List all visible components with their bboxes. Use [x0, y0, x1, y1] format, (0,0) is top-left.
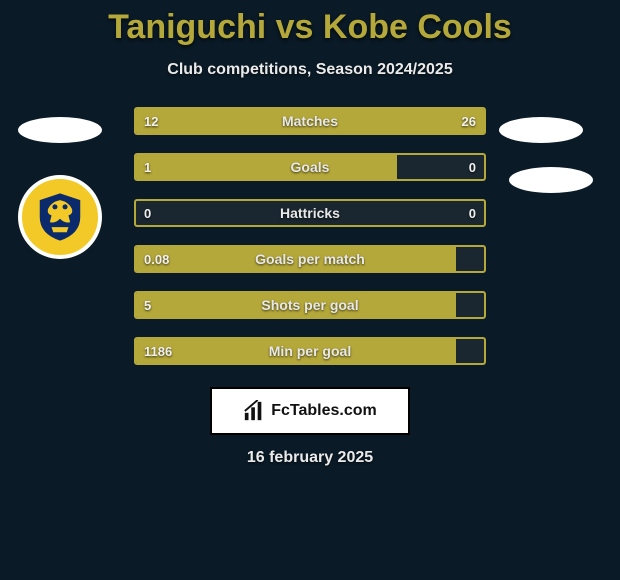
- chart-icon: [243, 400, 265, 422]
- stat-value-right: 0: [469, 201, 476, 225]
- stat-row-goals-per-match: 0.08Goals per match: [134, 245, 486, 273]
- brand-badge: FcTables.com: [210, 387, 410, 435]
- footer-date: 16 february 2025: [18, 449, 602, 467]
- page-title: Taniguchi vs Kobe Cools: [0, 0, 620, 47]
- stat-row-min-per-goal: 1186Min per goal: [134, 337, 486, 365]
- club-badge: [18, 175, 102, 259]
- stat-row-goals: 10Goals: [134, 153, 486, 181]
- ellipse-top-left: [18, 117, 102, 143]
- stat-value-right: 0: [469, 155, 476, 179]
- page-subtitle: Club competitions, Season 2024/2025: [0, 61, 620, 79]
- stat-row-hattricks: 0 0Hattricks: [134, 199, 486, 227]
- stat-row-shots-per-goal: 5Shots per goal: [134, 291, 486, 319]
- stat-value-left: 0: [144, 201, 151, 225]
- ellipse-top-right: [499, 117, 583, 143]
- ellipse-mid-right: [509, 167, 593, 193]
- bar-left-fill: [136, 109, 247, 133]
- stat-row-matches: 1226Matches: [134, 107, 486, 135]
- eagle-shield-icon: [33, 190, 87, 244]
- brand-text: FcTables.com: [271, 402, 377, 420]
- bar-left-fill: [136, 155, 397, 179]
- content-area: 1226Matches10Goals00Hattricks0.08Goals p…: [0, 107, 620, 467]
- bar-left-fill: [136, 293, 456, 317]
- stats-bars: 1226Matches10Goals00Hattricks0.08Goals p…: [134, 107, 486, 365]
- stat-label: Hattricks: [136, 201, 484, 225]
- bar-left-fill: [136, 339, 456, 363]
- bar-right-fill: [247, 109, 484, 133]
- bar-left-fill: [136, 247, 456, 271]
